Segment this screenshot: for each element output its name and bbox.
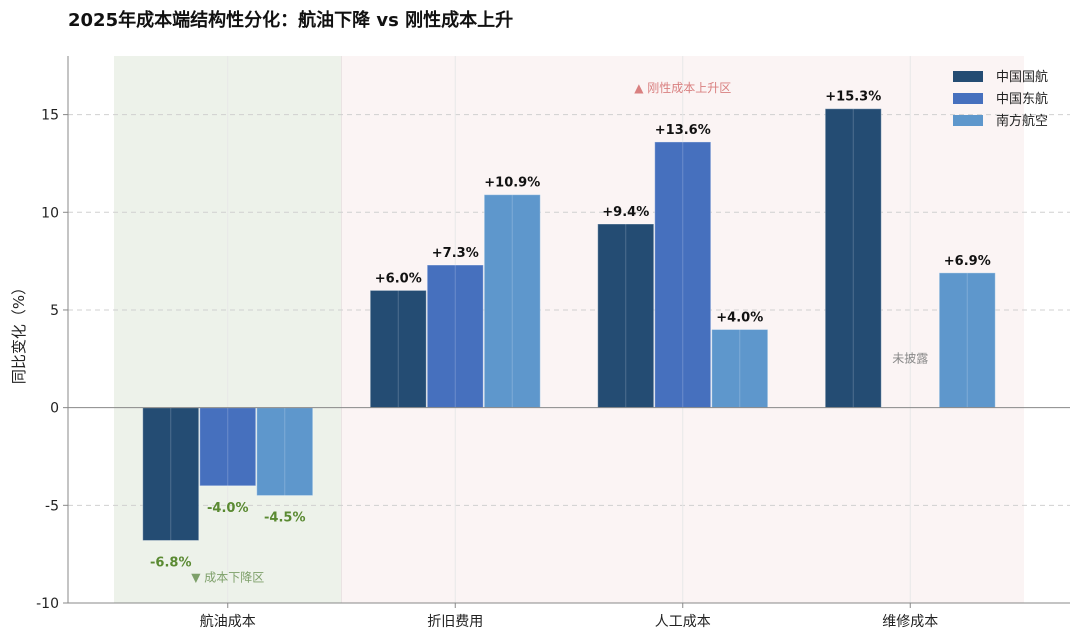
bar: [824, 108, 882, 409]
bar: [426, 264, 484, 409]
data-label: +6.9%: [944, 254, 991, 269]
legend-swatch: [953, 93, 983, 104]
bar: [483, 194, 541, 409]
chart-title: 2025年成本端结构性分化：航油下降 vs 刚性成本上升: [68, 9, 513, 31]
data-label: +13.6%: [655, 123, 711, 138]
legend-label: 南方航空: [996, 113, 1048, 129]
x-tick-label: 维修成本: [882, 614, 938, 630]
labels-layer: -6.8% +6.0% +9.4% +15.3% -4.0% +7.3% +13.6% 未披露…: [150, 81, 991, 584]
y-tick-label: 10: [41, 205, 59, 221]
bar: [256, 407, 314, 497]
bar: [711, 329, 769, 409]
data-label: +6.0%: [375, 271, 422, 286]
y-axis-label: 同比变化（%）: [10, 280, 28, 384]
data-label: +7.3%: [432, 246, 479, 261]
data-label: -4.0%: [207, 501, 248, 516]
x-tick-label: 人工成本: [655, 614, 711, 630]
axes-layer: -10 -5 0 5 10 15 航油成本 折旧费用 人工成本 维修成本: [36, 56, 1070, 630]
data-label: +9.4%: [602, 205, 649, 220]
missing-value-label: 未披露: [892, 352, 928, 366]
x-tick-label: 航油成本: [200, 614, 256, 630]
y-tick-label: 15: [41, 108, 59, 124]
x-tick-label: 折旧费用: [427, 614, 483, 630]
zones-layer: [114, 56, 1024, 603]
bar: [199, 407, 257, 487]
data-label: +4.0%: [716, 311, 763, 326]
legend-swatch: [953, 71, 983, 82]
y-tick-label: 5: [50, 303, 59, 319]
legend-swatch: [953, 115, 983, 126]
bar: [938, 272, 996, 409]
y-tick-label: -10: [36, 596, 59, 612]
bars-layer: [142, 108, 996, 541]
bar: [654, 141, 712, 409]
decline-zone-label: ▼ 成本下降区: [191, 571, 264, 585]
y-tick-label: 0: [50, 401, 59, 417]
rise-zone-label: ▲ 刚性成本上升区: [634, 81, 731, 95]
bar: [142, 407, 200, 541]
data-label: -6.8%: [150, 555, 191, 570]
data-label: +10.9%: [484, 176, 540, 191]
data-label: +15.3%: [825, 90, 881, 105]
legend-label: 中国东航: [996, 91, 1048, 107]
bar: [369, 289, 427, 409]
legend-label: 中国国航: [996, 69, 1048, 85]
y-tick-label: -5: [45, 498, 59, 514]
data-label: -4.5%: [264, 511, 305, 526]
